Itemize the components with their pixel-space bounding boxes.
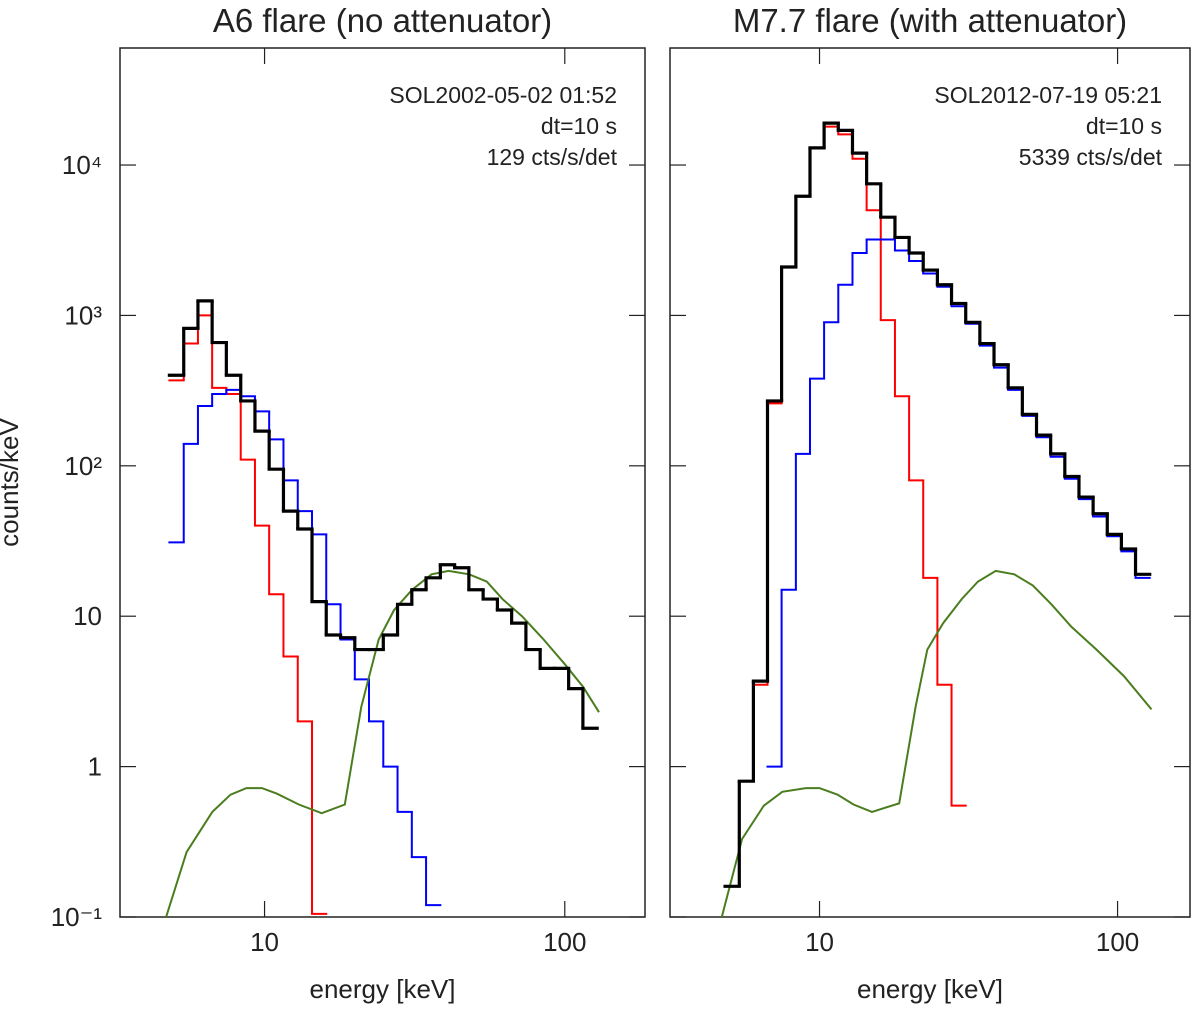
x-tick-label: 100 (1096, 927, 1139, 957)
y-tick-label: 10² (64, 451, 102, 481)
annotation: dt=10 s (541, 113, 617, 139)
annotation: 129 cts/s/det (487, 144, 618, 170)
plot-area (165, 299, 600, 917)
annotation: dt=10 s (1086, 113, 1162, 139)
y-tick-label: 1 (88, 752, 102, 782)
x-tick-label: 10 (805, 927, 834, 957)
y-axis-label: counts/keV (0, 418, 24, 547)
annotation: SOL2002-05-02 01:52 (389, 82, 617, 108)
x-axis-label: energy [keV] (857, 974, 1003, 1004)
panel: A6 flare (no attenuator) SOL2002-05-02 01… (0, 2, 646, 1004)
x-tick-label: 100 (543, 927, 586, 957)
y-tick-label: 10⁴ (62, 150, 102, 180)
annotation: SOL2012-07-19 05:21 (934, 82, 1162, 108)
plot-frame (669, 47, 1191, 918)
x-axis-label: energy [keV] (310, 974, 456, 1004)
plot-area (720, 121, 1153, 917)
model-curve (165, 569, 600, 917)
panel: M7.7 flare (with attenuator) SOL2012-07-1… (669, 2, 1191, 1004)
chart-title: M7.7 flare (with attenuator) (733, 2, 1127, 39)
annotation: 5339 cts/s/det (1019, 144, 1163, 170)
y-tick-label: 10 (73, 601, 102, 631)
model-curve (720, 569, 1153, 917)
y-tick-label: 10³ (64, 300, 102, 330)
plot-frame (119, 47, 646, 918)
chart-title: A6 flare (no attenuator) (213, 2, 552, 39)
x-tick-label: 10 (250, 927, 279, 957)
y-tick-label: 10⁻¹ (51, 902, 103, 932)
